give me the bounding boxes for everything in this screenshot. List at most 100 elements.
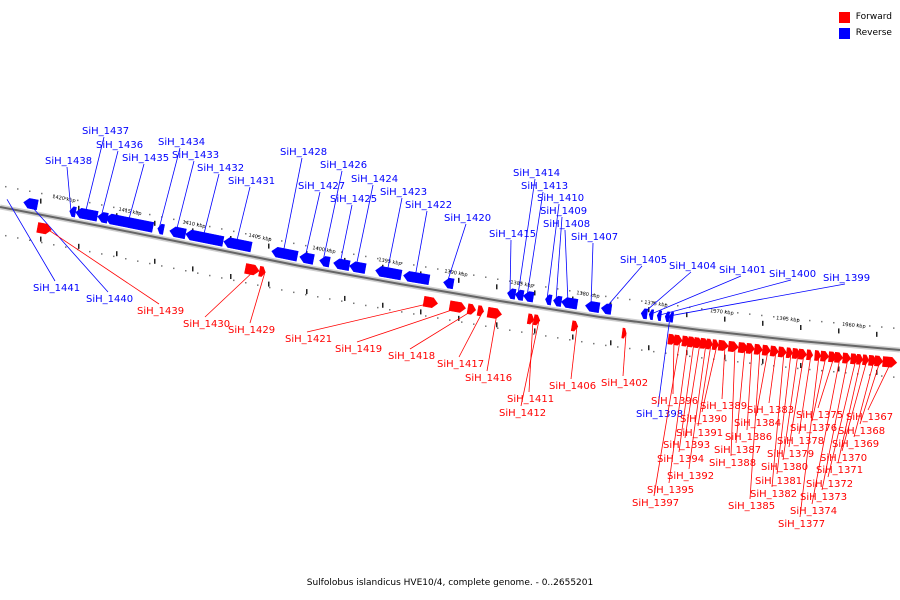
reverse-gene-leader (66, 166, 72, 212)
forward-gene-arrow (570, 320, 579, 332)
reverse-gene-leader (386, 197, 403, 273)
forward-gene-leader (735, 347, 746, 444)
scale-tick (572, 334, 574, 340)
forward-gene-arrow (745, 342, 755, 354)
reverse-track-dot (329, 249, 331, 251)
reverse-gene-label: SiH_1426 (320, 160, 367, 171)
scale-tick (458, 277, 460, 283)
forward-gene-leader (46, 228, 160, 305)
forward-gene-label: SiH_1380 (761, 462, 808, 473)
forward-gene-leader (768, 351, 777, 404)
forward-gene-leader (811, 357, 841, 505)
forward-gene-label: SiH_1387 (714, 445, 761, 456)
reverse-track-dot (425, 266, 427, 268)
forward-track-dot (353, 302, 355, 305)
forward-track-dot (317, 296, 319, 298)
reverse-gene-leader (175, 160, 195, 233)
reverse-track-dot (17, 188, 19, 190)
scale-tick (534, 290, 536, 296)
forward-gene-leader (653, 340, 681, 497)
genome-caption: Sulfolobus islandicus HVE10/4, complete … (306, 578, 594, 588)
reverse-gene-arrow (105, 213, 155, 233)
reverse-track-dot (533, 284, 535, 286)
forward-track-dot (185, 270, 187, 272)
forward-track-dot (617, 346, 619, 348)
forward-track-dot (509, 329, 511, 331)
forward-gene-label: SiH_1372 (806, 479, 853, 490)
forward-track-dot (449, 319, 451, 321)
reverse-gene-leader (555, 216, 563, 301)
scale-tick (458, 315, 460, 321)
reverse-track-dot (269, 237, 271, 240)
forward-gene-label: SiH_1439 (137, 306, 184, 317)
reverse-gene-label: SiH_1415 (489, 229, 536, 240)
forward-gene-leader (755, 350, 769, 417)
forward-track-dot (53, 244, 55, 246)
forward-gene-leader (520, 320, 540, 407)
scale-tick (268, 243, 270, 249)
reverse-gene-label: SiH_1407 (571, 232, 618, 243)
reverse-track-dot (665, 303, 667, 305)
forward-gene-arrow (814, 350, 822, 361)
reverse-gene-label: SiH_1400 (769, 269, 816, 280)
forward-gene-label: SiH_1370 (820, 453, 867, 464)
scale-tick (154, 258, 156, 264)
forward-gene-label: SiH_1419 (335, 344, 382, 355)
forward-gene-leader (811, 356, 827, 422)
forward-gene-leader (821, 358, 849, 491)
reverse-gene-arrow (507, 288, 517, 300)
reverse-track-dot (401, 262, 403, 264)
forward-track-dot (809, 368, 811, 371)
forward-track-dot (761, 363, 763, 366)
reverse-gene-label: SiH_1410 (537, 193, 584, 204)
scale-tick (762, 358, 764, 364)
legend-forward-label: Forward (855, 12, 892, 22)
reverse-gene-label: SiH_1405 (620, 255, 667, 266)
forward-gene-arrow (727, 340, 739, 352)
reverse-gene-leader (517, 178, 536, 295)
forward-track-dot (437, 317, 439, 319)
forward-gene-label: SiH_1384 (734, 418, 781, 429)
forward-gene-label: SiH_1391 (676, 428, 723, 439)
forward-track-dot (485, 325, 487, 327)
reverse-gene-label: SiH_1424 (351, 174, 398, 185)
forward-gene-label: SiH_1392 (667, 471, 714, 482)
scale-tick (496, 284, 498, 290)
reverse-track-dot (257, 235, 259, 237)
forward-gene-label: SiH_1429 (228, 325, 275, 336)
forward-track-dot (125, 258, 127, 260)
forward-gene-arrow (532, 314, 541, 326)
forward-gene-leader (782, 353, 799, 461)
reverse-track-dot (317, 247, 319, 249)
reverse-gene-arrow (299, 252, 315, 265)
reverse-gene-label: SiH_1398 (636, 409, 683, 420)
forward-gene-label: SiH_1406 (549, 381, 596, 392)
scale-tick (724, 316, 726, 322)
forward-gene-label: SiH_1374 (790, 506, 837, 517)
forward-gene-arrow (717, 339, 729, 351)
reverse-track-dot (245, 233, 247, 235)
forward-gene-leader (486, 313, 498, 372)
reverse-gene-leader (564, 229, 569, 303)
reverse-gene-leader (590, 242, 594, 307)
scale-tick (420, 309, 422, 315)
reverse-gene-leader (322, 170, 343, 262)
reverse-gene-arrow (443, 277, 455, 290)
reverse-track-dot (545, 286, 547, 288)
forward-track-dot (461, 321, 463, 323)
reverse-gene-arrow (553, 295, 563, 307)
forward-gene-label: SiH_1382 (750, 489, 797, 500)
forward-gene-arrow (422, 296, 438, 308)
forward-track-dot (833, 370, 835, 373)
reverse-gene-arrow (656, 310, 663, 322)
reverse-gene-leader (304, 191, 321, 258)
forward-track-dot (569, 339, 571, 341)
forward-track-dot (581, 340, 583, 343)
forward-track-dot (869, 374, 871, 376)
scale-tick (800, 325, 802, 330)
scale-tick (534, 328, 536, 334)
scale-tick (116, 251, 118, 257)
reverse-gene-label: SiH_1414 (513, 168, 560, 179)
reverse-track-dot (785, 317, 787, 319)
forward-gene-leader (788, 354, 805, 448)
